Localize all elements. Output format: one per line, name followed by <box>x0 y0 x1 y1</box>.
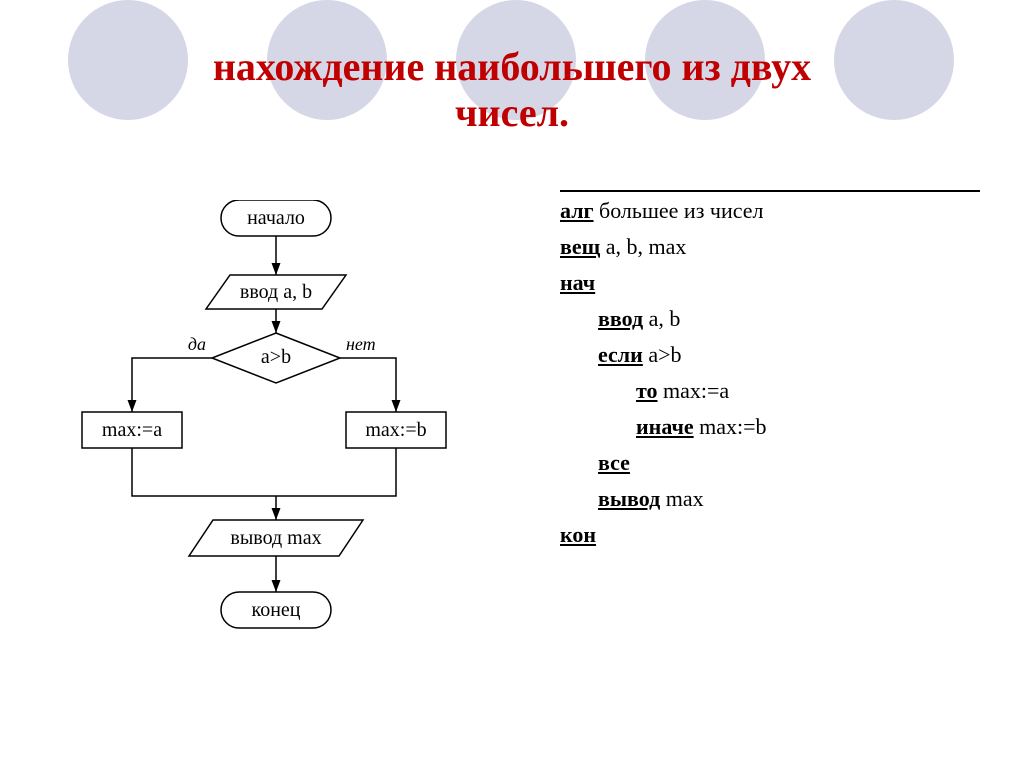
svg-text:начало: начало <box>247 207 305 229</box>
svg-text:ввод a, b: ввод a, b <box>240 281 312 303</box>
pseudocode-line: вывод max <box>560 486 980 512</box>
pseudocode-rest: a, b, max <box>600 234 686 259</box>
pseudocode-keyword: кон <box>560 522 596 547</box>
pseudocode-rest: max <box>660 486 703 511</box>
pseudocode-rest: большее из чисел <box>594 198 764 223</box>
pseudocode-line: то max:=a <box>560 378 980 404</box>
pseudocode-keyword: вывод <box>598 486 660 511</box>
title-line-1: нахождение наибольшего из двух <box>0 44 1024 90</box>
svg-text:конец: конец <box>252 599 301 621</box>
pseudocode-line: иначе max:=b <box>560 414 980 440</box>
pseudocode-keyword: нач <box>560 270 595 295</box>
pseudocode-keyword: все <box>598 450 630 475</box>
svg-text:да: да <box>188 334 206 354</box>
svg-text:вывод max: вывод max <box>230 527 321 549</box>
pseudocode-rest: max:=a <box>658 378 730 403</box>
svg-text:a>b: a>b <box>261 346 291 368</box>
svg-text:max:=a: max:=a <box>102 419 162 441</box>
page-title: нахождение наибольшего из двух чисел. <box>0 44 1024 136</box>
pseudocode-keyword: ввод <box>598 306 643 331</box>
pseudocode-line: все <box>560 450 980 476</box>
flowchart: начало ввод a, b a>b max:=a max:=b вывод max к… <box>60 200 480 720</box>
pseudocode-line: нач <box>560 270 980 296</box>
pseudocode-line: если a>b <box>560 342 980 368</box>
pseudocode-line: алг большее из чисел <box>560 198 980 224</box>
pseudocode-block: алг большее из чиселвещ a, b, maxначввод… <box>560 190 980 558</box>
svg-text:нет: нет <box>346 334 376 354</box>
pseudocode-rest: max:=b <box>694 414 767 439</box>
pseudocode-line: ввод a, b <box>560 306 980 332</box>
pseudocode-keyword: иначе <box>636 414 694 439</box>
pseudocode-rest: a, b <box>643 306 680 331</box>
pseudocode-keyword: алг <box>560 198 594 223</box>
pseudocode-rest: a>b <box>643 342 682 367</box>
pseudocode-keyword: то <box>636 378 658 403</box>
flowchart-svg: начало ввод a, b a>b max:=a max:=b вывод max к… <box>60 200 480 720</box>
title-line-2: чисел. <box>0 90 1024 136</box>
pseudocode-line: вещ a, b, max <box>560 234 980 260</box>
pseudocode-keyword: если <box>598 342 643 367</box>
pseudocode-line: кон <box>560 522 980 548</box>
svg-text:max:=b: max:=b <box>365 419 426 441</box>
pseudocode-keyword: вещ <box>560 234 600 259</box>
